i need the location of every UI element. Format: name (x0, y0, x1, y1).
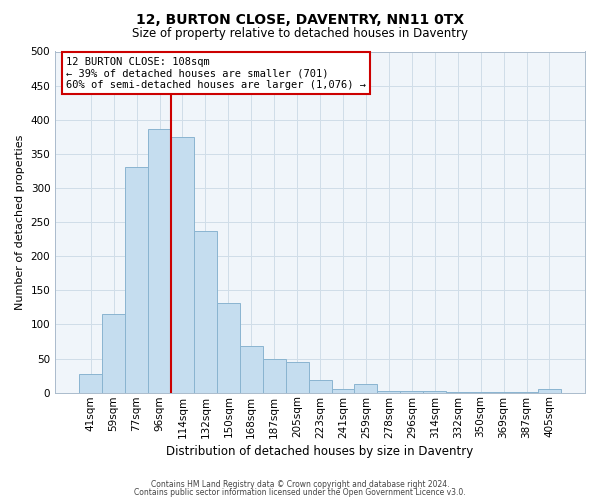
Bar (171, 137, 194, 392)
Bar (240, 346, 263, 393)
Bar (79, 374, 102, 392)
Y-axis label: Number of detached properties: Number of detached properties (15, 134, 25, 310)
Bar (102, 314, 125, 392)
Bar (286, 362, 308, 392)
Bar (263, 358, 286, 392)
Text: 12, BURTON CLOSE, DAVENTRY, NN11 0TX: 12, BURTON CLOSE, DAVENTRY, NN11 0TX (136, 12, 464, 26)
Bar (377, 390, 400, 392)
Bar (400, 390, 423, 392)
Bar (538, 389, 561, 392)
Text: Size of property relative to detached houses in Daventry: Size of property relative to detached ho… (132, 28, 468, 40)
X-axis label: Distribution of detached houses by size in Daventry: Distribution of detached houses by size … (166, 444, 474, 458)
Text: 12 BURTON CLOSE: 108sqm
← 39% of detached houses are smaller (701)
60% of semi-d: 12 BURTON CLOSE: 108sqm ← 39% of detache… (66, 56, 366, 90)
Bar (125, 168, 148, 392)
Bar (217, 302, 240, 392)
Bar (308, 380, 332, 392)
Text: Contains HM Land Registry data © Crown copyright and database right 2024.: Contains HM Land Registry data © Crown c… (151, 480, 449, 489)
Bar (355, 384, 377, 392)
Bar (194, 231, 217, 392)
Bar (332, 389, 355, 392)
Bar (148, 128, 171, 392)
Text: Contains public sector information licensed under the Open Government Licence v3: Contains public sector information licen… (134, 488, 466, 497)
